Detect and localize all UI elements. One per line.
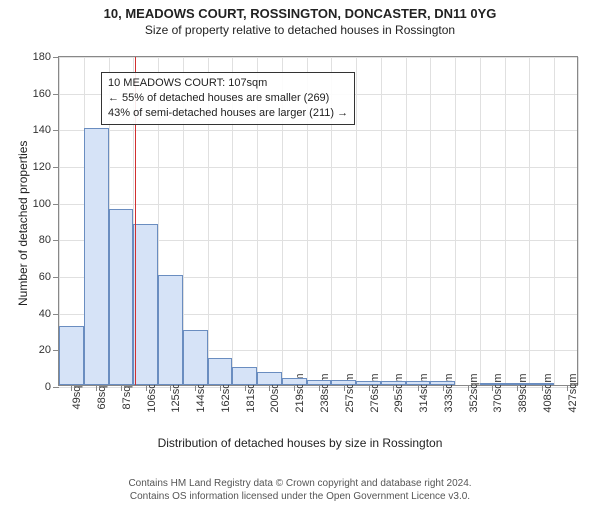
histogram-bar: [505, 383, 530, 385]
histogram-bar: [480, 383, 505, 385]
histogram-bar: [307, 380, 332, 386]
xtick-label: 295sqm: [393, 373, 405, 412]
ytick-label: 20: [39, 344, 51, 356]
histogram-bar: [331, 380, 356, 386]
histogram-bar: [158, 275, 183, 385]
histogram-bar: [59, 326, 84, 385]
ytick-label: 120: [33, 161, 51, 173]
xtick-label: 333sqm: [443, 373, 455, 412]
annotation-line: 43% of semi-detached houses are larger (…: [108, 106, 348, 121]
histogram-bar: [84, 128, 109, 385]
chart-container: Number of detached properties 0204060801…: [0, 46, 600, 456]
xtick-label: 408sqm: [542, 373, 554, 412]
histogram-bar: [282, 378, 307, 385]
histogram-bar: [529, 383, 554, 385]
histogram-bar: [430, 381, 455, 385]
ytick-label: 140: [33, 124, 51, 136]
xtick-label: 389sqm: [517, 373, 529, 412]
ytick-label: 40: [39, 308, 51, 320]
x-axis-label: Distribution of detached houses by size …: [0, 436, 600, 450]
histogram-bar: [381, 381, 406, 385]
page-title: 10, MEADOWS COURT, ROSSINGTON, DONCASTER…: [0, 6, 600, 21]
plot-area: 02040608010012014016018049sqm68sqm87sqm1…: [58, 56, 578, 386]
annotation-box: 10 MEADOWS COURT: 107sqm← 55% of detache…: [101, 72, 355, 125]
y-axis-label: Number of detached properties: [16, 141, 30, 306]
histogram-bar: [183, 330, 208, 385]
ytick-label: 0: [45, 381, 51, 393]
footer-line-1: Contains HM Land Registry data © Crown c…: [0, 478, 600, 491]
footer-line-2: Contains OS information licensed under t…: [0, 491, 600, 504]
histogram-bar: [109, 209, 134, 385]
ytick-label: 80: [39, 234, 51, 246]
xtick-label: 314sqm: [418, 373, 430, 412]
xtick-label: 370sqm: [492, 373, 504, 412]
histogram-bar: [208, 358, 233, 386]
histogram-bar: [133, 224, 158, 385]
xtick-label: 427sqm: [567, 373, 579, 412]
histogram-bar: [356, 381, 381, 385]
annotation-line: 10 MEADOWS COURT: 107sqm: [108, 76, 348, 91]
histogram-bar: [257, 372, 282, 385]
ytick-label: 60: [39, 271, 51, 283]
page-subtitle: Size of property relative to detached ho…: [0, 23, 600, 37]
histogram-bar: [232, 367, 257, 385]
histogram-bar: [406, 381, 431, 385]
xtick-label: 352sqm: [468, 373, 480, 412]
footer: Contains HM Land Registry data © Crown c…: [0, 478, 600, 503]
ytick-label: 100: [33, 198, 51, 210]
ytick-label: 160: [33, 88, 51, 100]
xtick-label: 276sqm: [369, 373, 381, 412]
annotation-line: ← 55% of detached houses are smaller (26…: [108, 91, 348, 106]
ytick-label: 180: [33, 51, 51, 63]
